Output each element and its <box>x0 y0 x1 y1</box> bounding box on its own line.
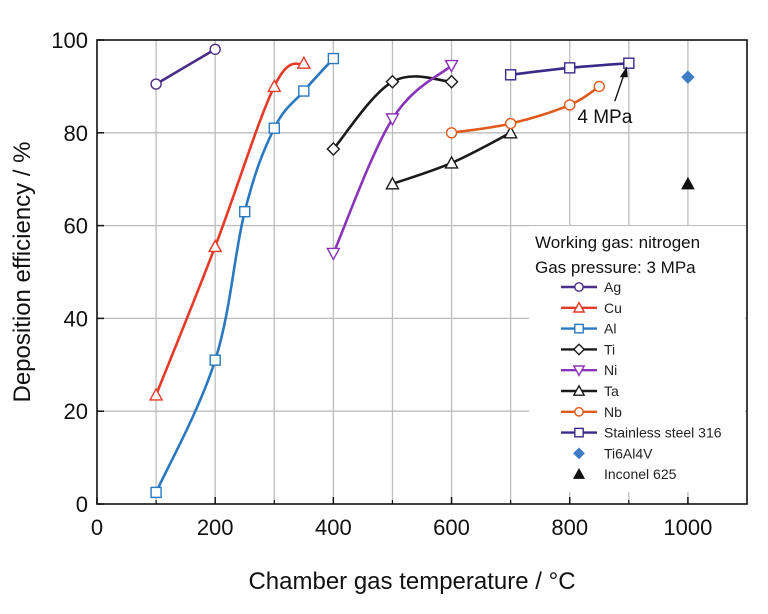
series-line-cu <box>154 61 306 397</box>
x-tick-label: 400 <box>315 515 352 540</box>
legend-header-line: Working gas: nitrogen <box>535 233 700 252</box>
legend-label-ti: Ti <box>604 341 615 357</box>
data-point-al <box>298 85 310 97</box>
data-point-stainless-steel-316 <box>564 62 576 74</box>
legend-label-al: Al <box>604 321 616 337</box>
data-point-cu <box>148 387 164 401</box>
data-point-ni <box>444 59 459 73</box>
series-al <box>150 52 340 499</box>
legend-label-ag: Ag <box>604 279 621 295</box>
data-point-cu <box>267 78 282 93</box>
plot-frame <box>96 39 748 505</box>
legend-label-ni: Ni <box>604 362 617 378</box>
y-tick-label: 0 <box>76 492 88 517</box>
legend-box <box>529 226 745 492</box>
x-tick-label: 1000 <box>663 515 712 540</box>
data-point-nb <box>593 80 605 93</box>
data-point-stainless-steel-316 <box>623 57 635 69</box>
data-point-ta <box>503 125 518 139</box>
annotations: 4 MPa <box>577 66 633 128</box>
series-stainless-steel-316 <box>504 57 635 81</box>
legend-label-cu: Cu <box>604 300 622 316</box>
series-line-nb <box>450 85 601 135</box>
series-ti <box>326 74 459 157</box>
legend-label-ti6al4v: Ti6Al4V <box>604 445 653 461</box>
annotation-arrow-head <box>619 66 628 78</box>
series-ag <box>150 43 221 90</box>
data-point-ni <box>385 113 400 127</box>
legend-label-ta: Ta <box>604 383 619 399</box>
x-tick-label: 800 <box>551 515 588 540</box>
y-tick-label: 40 <box>64 306 88 331</box>
data-point-ti <box>385 74 400 89</box>
legend-marker-cu <box>572 301 586 313</box>
data-point-ni <box>326 247 341 261</box>
legend-marker-ti6al4v <box>573 447 585 460</box>
x-axis-label: Chamber gas temperature / °C <box>248 568 575 595</box>
series-nb <box>445 80 605 139</box>
annotation-label: 4 MPa <box>577 107 632 128</box>
legend-label-inconel-625: Inconel 625 <box>604 466 677 482</box>
y-tick-label: 100 <box>51 28 88 53</box>
data-point-al <box>150 486 162 499</box>
data-point-ag <box>150 78 162 90</box>
legend-marker-ag <box>574 282 584 292</box>
legend-marker-nb <box>574 406 584 417</box>
legend-marker-stainless-steel-316 <box>574 427 584 438</box>
series-ti6al4v <box>681 70 695 84</box>
legend-label-stainless-steel-316: Stainless steel 316 <box>604 425 722 441</box>
data-point-stainless-steel-316 <box>504 69 517 81</box>
x-tick-label: 200 <box>197 515 234 540</box>
data-point-al <box>239 205 251 218</box>
data-point-al <box>268 122 280 134</box>
x-tick-label: 0 <box>91 515 103 540</box>
plot-series <box>148 43 695 499</box>
legend: Working gas: nitrogen Gas pressure: 3 MPa… <box>529 226 745 492</box>
x-tick-label: 600 <box>433 515 470 540</box>
data-point-inconel-625 <box>681 176 695 190</box>
y-tick-label: 80 <box>64 121 88 146</box>
data-point-ti <box>326 142 341 157</box>
data-point-ag <box>209 43 221 55</box>
legend-header-line: Gas pressure: 3 MPa <box>535 258 696 277</box>
series-inconel-625 <box>681 176 695 190</box>
legend-marker-al <box>574 323 584 334</box>
y-tick-label: 20 <box>64 399 88 424</box>
data-point-ti <box>444 74 459 89</box>
legend-marker-ta <box>572 384 586 396</box>
data-point-nb <box>445 127 458 139</box>
series-cu <box>148 55 311 401</box>
data-point-cu <box>208 239 223 253</box>
data-point-ta <box>444 155 459 169</box>
data-point-nb <box>564 99 576 111</box>
y-axis-label: Deposition efficiency / % <box>9 141 36 402</box>
y-tick-label: 60 <box>64 214 88 239</box>
legend-marker-ti <box>572 343 586 356</box>
legend-marker-ni <box>572 365 586 377</box>
data-point-al <box>209 354 221 366</box>
legend-label-nb: Nb <box>604 404 622 420</box>
data-point-al <box>327 52 340 65</box>
axes: 0 200 400 600 800 1000 0 20 40 60 80 100 <box>51 28 712 540</box>
series-ni <box>326 59 459 261</box>
data-point-ta <box>385 176 400 190</box>
data-point-nb <box>504 117 517 130</box>
series-line-ni <box>332 64 453 255</box>
data-point-cu <box>296 55 311 69</box>
series-ta <box>385 125 518 190</box>
legend-marker-inconel-625 <box>572 467 586 479</box>
data-point-ti6al4v <box>681 70 695 84</box>
